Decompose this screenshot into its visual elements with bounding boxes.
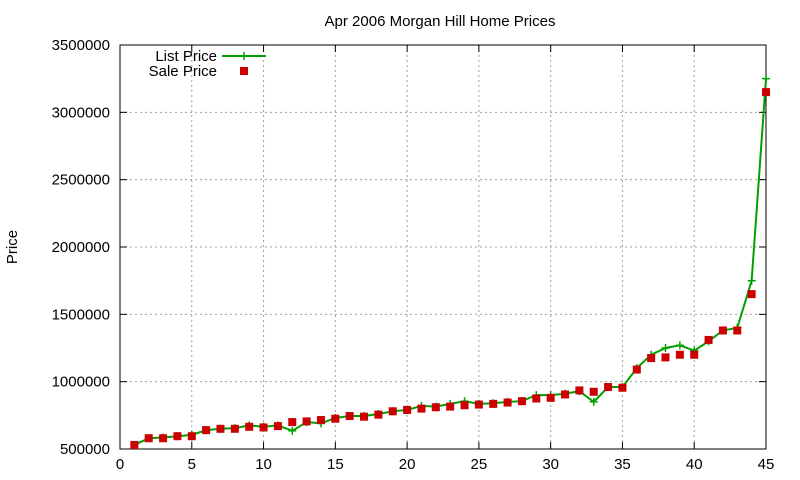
x-tick-label: 15 [327, 456, 344, 473]
sale-price-point [690, 350, 699, 359]
sale-price-point [173, 432, 182, 441]
legend-marker-sale-price [240, 67, 248, 75]
x-tick-label: 40 [686, 456, 703, 473]
sale-price-point [589, 387, 598, 396]
sale-price-point [374, 410, 383, 419]
sale-price-point [388, 407, 397, 416]
chart-title: Apr 2006 Morgan Hill Home Prices [325, 13, 556, 30]
legend-label-sale-price: Sale Price [149, 63, 217, 80]
sale-price-point [403, 405, 412, 414]
sale-price-point [159, 434, 168, 443]
y-tick-label: 1000000 [52, 374, 110, 391]
sale-price-point [245, 422, 254, 431]
list-price-point [747, 276, 756, 285]
sale-price-point [259, 423, 268, 432]
x-tick-label: 5 [188, 456, 196, 473]
sale-price-point [288, 418, 297, 427]
sale-price-point [532, 394, 541, 403]
sale-price-point [747, 290, 756, 299]
sale-price-point [575, 386, 584, 395]
sale-price-point [675, 350, 684, 359]
x-tick-label: 35 [614, 456, 631, 473]
list-price-point [675, 341, 684, 350]
y-tick-label: 3000000 [52, 104, 110, 121]
x-tick-label: 20 [399, 456, 416, 473]
x-tick-label: 10 [255, 456, 272, 473]
sale-price-point [230, 424, 239, 433]
sale-price-point [187, 432, 196, 441]
sale-price-point [130, 440, 139, 449]
sale-price-point [489, 399, 498, 408]
y-tick-label: 1500000 [52, 306, 110, 323]
sale-price-point [446, 402, 455, 411]
sale-price-point [704, 335, 713, 344]
sale-price-point [302, 417, 311, 426]
sale-price-point [460, 401, 469, 410]
x-tick-label: 45 [758, 456, 775, 473]
sale-price-point [345, 412, 354, 421]
sale-price-point [718, 326, 727, 335]
sale-price-point [474, 400, 483, 409]
legend-label-list-price: List Price [155, 48, 217, 65]
sale-price-point [431, 403, 440, 412]
list-price-point [762, 74, 770, 83]
axes: 0 5 10 15 20 25 30 35 40 45 500000 1000000 1500000 20… [52, 37, 775, 473]
x-tick-label: 25 [471, 456, 488, 473]
y-tick-label: 2000000 [52, 239, 110, 256]
sale-price-point [762, 88, 770, 97]
y-tick-label: 3500000 [52, 37, 110, 54]
sale-price-point [517, 397, 526, 406]
sale-price-point [632, 365, 641, 374]
x-tick-label: 30 [542, 456, 559, 473]
y-tick-label: 2500000 [52, 172, 110, 189]
sale-price-point [618, 383, 627, 392]
sale-price-point [273, 422, 282, 431]
list-price-point [589, 397, 598, 406]
sale-price-point [604, 383, 613, 392]
sale-price-point [216, 424, 225, 433]
sale-price-point [733, 326, 742, 335]
list-price-point [288, 426, 297, 435]
sale-price-point [503, 398, 512, 407]
sale-price-point [417, 404, 426, 413]
sale-price-point [331, 414, 340, 423]
sale-price-point [647, 354, 656, 363]
sale-price-point [316, 416, 325, 425]
x-tick-label: 0 [116, 456, 124, 473]
list-price-point [661, 344, 670, 352]
grid-lines [120, 45, 766, 449]
sale-price-point [546, 393, 555, 402]
sale-price-point [561, 390, 570, 399]
y-tick-label: 500000 [60, 441, 110, 458]
list-price-line [133, 78, 767, 446]
sale-price-point [202, 426, 211, 435]
sale-price-point [144, 434, 153, 443]
plot-series [130, 74, 770, 449]
sale-price-point [661, 353, 670, 362]
y-axis-label: Price [4, 230, 21, 264]
sale-price-point [360, 412, 369, 421]
